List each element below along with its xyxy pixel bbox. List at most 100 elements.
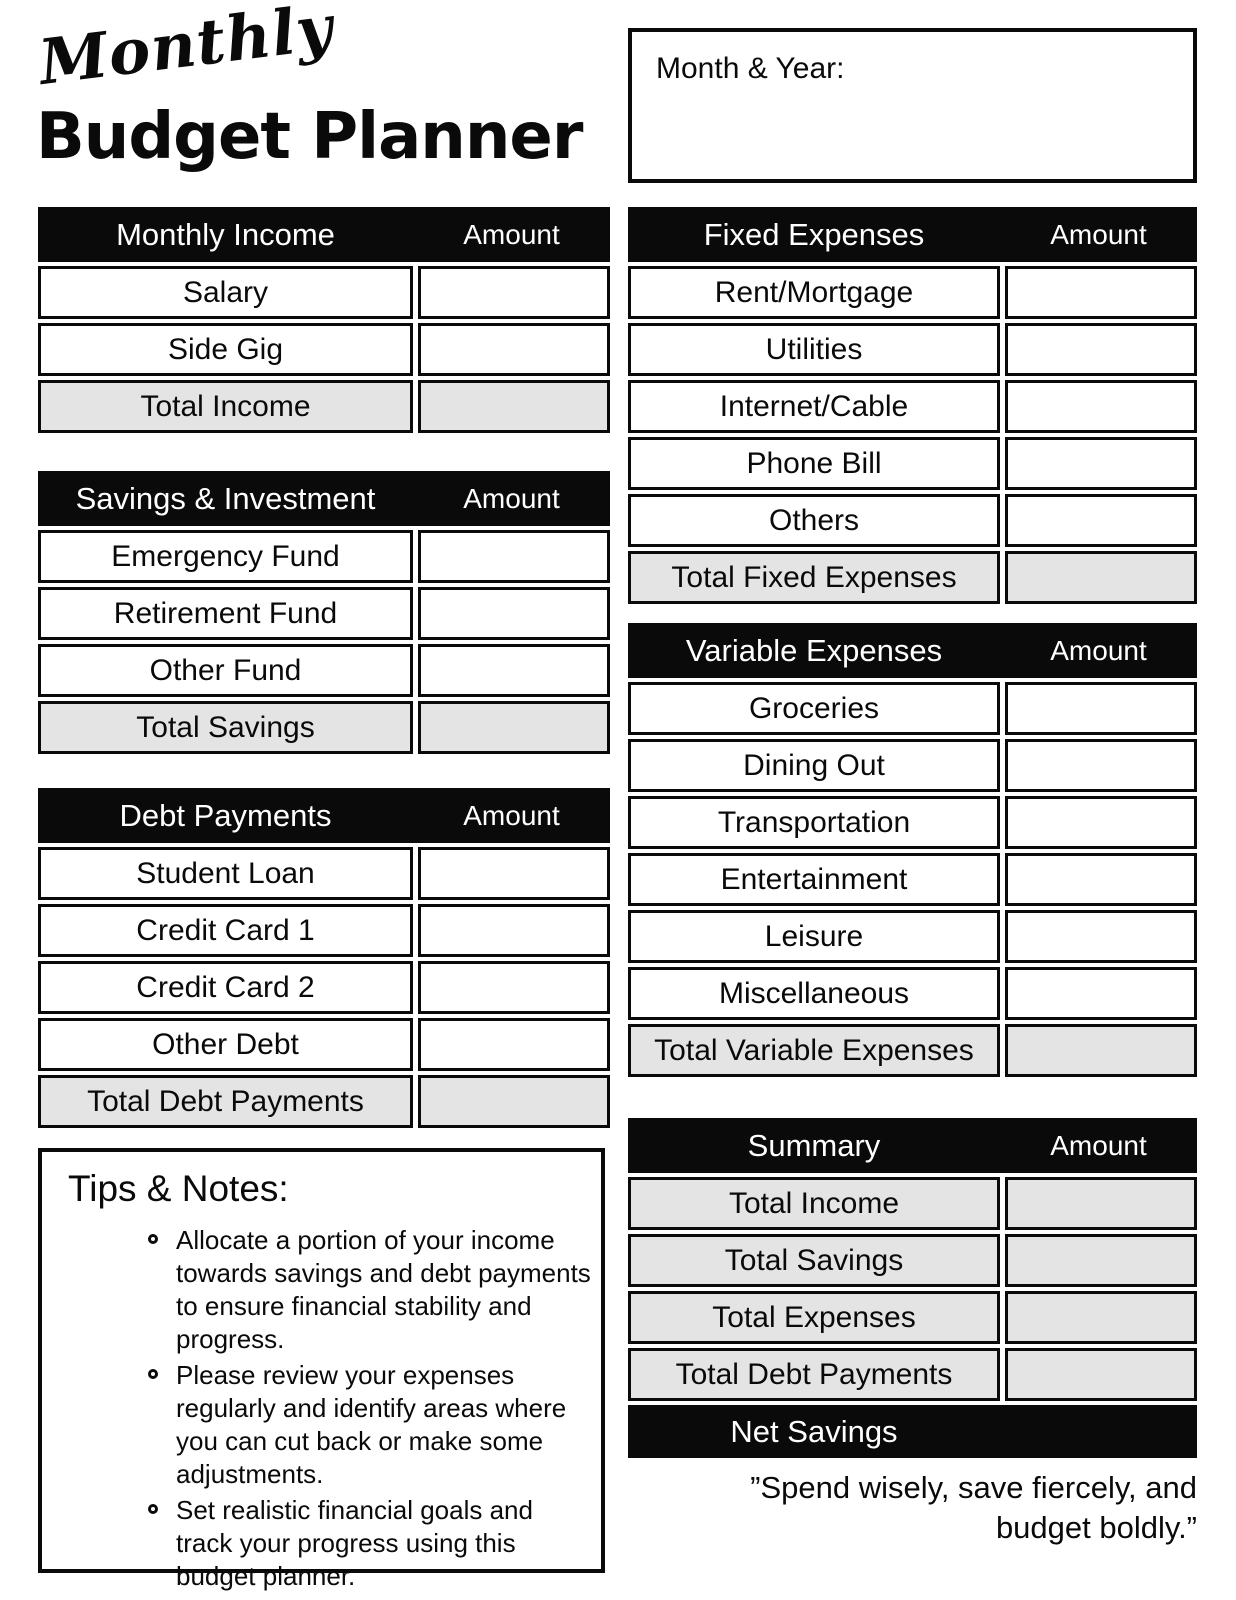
row-label-total-savings: Total Savings <box>38 701 413 754</box>
row-label-total-variable-expenses: Total Variable Expenses <box>628 1024 1000 1077</box>
row-label-emergency-fund: Emergency Fund <box>38 530 413 583</box>
table-row-total: Total Savings <box>38 701 610 754</box>
month-year-label: Month & Year: <box>656 52 845 85</box>
table-row: Others <box>628 494 1197 547</box>
table-row: Retirement Fund <box>38 587 610 640</box>
amount-cell[interactable] <box>1005 494 1197 547</box>
amount-cell[interactable] <box>418 380 610 433</box>
amount-cell[interactable] <box>418 1018 610 1071</box>
bullet-circle-icon <box>148 1234 158 1244</box>
amount-cell[interactable] <box>1005 266 1197 319</box>
table-row-total: Total Debt Payments <box>628 1348 1197 1401</box>
table-row: Leisure <box>628 910 1197 963</box>
table-row: Other Fund <box>38 644 610 697</box>
amount-cell[interactable] <box>1005 739 1197 792</box>
table-row: Other Debt <box>38 1018 610 1071</box>
amount-cell[interactable] <box>418 1075 610 1128</box>
table-row-total: Total Variable Expenses <box>628 1024 1197 1077</box>
row-label-total-income: Total Income <box>38 380 413 433</box>
row-label-credit-card-1: Credit Card 1 <box>38 904 413 957</box>
fixed-expenses-table: Fixed Expenses Amount Rent/Mortgage Util… <box>628 207 1197 604</box>
amount-header: Amount <box>1050 1129 1147 1161</box>
table-row: Side Gig <box>38 323 610 376</box>
amount-cell[interactable] <box>1005 437 1197 490</box>
amount-cell[interactable] <box>1005 323 1197 376</box>
amount-cell[interactable] <box>418 644 610 697</box>
amount-cell[interactable] <box>418 701 610 754</box>
tips-notes-box: Tips & Notes: Allocate a portion of your… <box>38 1148 605 1591</box>
month-year-box[interactable]: Month & Year: <box>628 28 1197 183</box>
monthly-income-table: Monthly Income Amount Salary Side Gig To… <box>38 207 610 433</box>
row-label-utilities: Utilities <box>628 323 1000 376</box>
row-label-total-debt-payments: Total Debt Payments <box>38 1075 413 1128</box>
quote-text: ”Spend wisely, save fiercely, and budget… <box>750 1470 1197 1545</box>
amount-cell[interactable] <box>418 266 610 319</box>
amount-header: Amount <box>463 482 560 514</box>
table-row: Salary <box>38 266 610 319</box>
row-label-dining-out: Dining Out <box>628 739 1000 792</box>
table-row: Phone Bill <box>628 437 1197 490</box>
row-label-entertainment: Entertainment <box>628 853 1000 906</box>
table-title: Fixed Expenses <box>703 216 925 252</box>
amount-cell[interactable] <box>418 323 610 376</box>
amount-cell[interactable] <box>1005 1348 1197 1401</box>
tips-list-item: Please review your expenses regularly an… <box>148 1359 591 1491</box>
row-label-student-loan: Student Loan <box>38 847 413 900</box>
row-label-side-gig: Side Gig <box>38 323 413 376</box>
tip-text: Set realistic financial goals and track … <box>176 1495 533 1591</box>
table-row: Miscellaneous <box>628 967 1197 1020</box>
row-label-rent-mortgage: Rent/Mortgage <box>628 266 1000 319</box>
amount-cell[interactable] <box>418 847 610 900</box>
title-script-monthly: Monthly <box>35 0 338 100</box>
amount-cell[interactable] <box>1005 380 1197 433</box>
row-label-others: Others <box>628 494 1000 547</box>
table-row: Groceries <box>628 682 1197 735</box>
tips-list-item: Set realistic financial goals and track … <box>148 1494 591 1593</box>
row-label-summary-total-savings: Total Savings <box>628 1234 1000 1287</box>
amount-cell[interactable] <box>1005 551 1197 604</box>
net-savings-label: Net Savings <box>730 1413 898 1449</box>
amount-cell[interactable] <box>418 530 610 583</box>
table-row-total: Total Income <box>38 380 610 433</box>
tips-list: Allocate a portion of your income toward… <box>42 1224 601 1593</box>
amount-cell[interactable] <box>1005 1024 1197 1077</box>
table-title: Debt Payments <box>119 797 332 833</box>
savings-header: Savings & Investment Amount <box>38 471 610 526</box>
tips-notes-title: Tips & Notes: <box>68 1168 289 1209</box>
table-title: Summary <box>747 1127 881 1163</box>
page-title: Budget Planner <box>36 100 583 174</box>
amount-cell[interactable] <box>1005 1291 1197 1344</box>
tips-list-item: Allocate a portion of your income toward… <box>148 1224 591 1356</box>
variable-expenses-table: Variable Expenses Amount Groceries Dinin… <box>628 623 1197 1077</box>
table-row: Credit Card 1 <box>38 904 610 957</box>
row-label-summary-total-income: Total Income <box>628 1177 1000 1230</box>
net-savings-row: Net Savings <box>628 1405 1197 1458</box>
amount-cell[interactable] <box>1005 910 1197 963</box>
amount-cell[interactable] <box>1005 967 1197 1020</box>
table-row: Student Loan <box>38 847 610 900</box>
amount-header: Amount <box>463 218 560 250</box>
table-row-total: Total Fixed Expenses <box>628 551 1197 604</box>
bullet-circle-icon <box>148 1369 158 1379</box>
fixed-header: Fixed Expenses Amount <box>628 207 1197 262</box>
variable-header: Variable Expenses Amount <box>628 623 1197 678</box>
amount-cell[interactable] <box>1005 1177 1197 1230</box>
table-row: Emergency Fund <box>38 530 610 583</box>
row-label-phone-bill: Phone Bill <box>628 437 1000 490</box>
row-label-credit-card-2: Credit Card 2 <box>38 961 413 1014</box>
amount-cell[interactable] <box>1005 853 1197 906</box>
summary-table: Summary Amount Total Income Total Saving… <box>628 1118 1197 1458</box>
amount-cell[interactable] <box>418 904 610 957</box>
debt-header: Debt Payments Amount <box>38 788 610 843</box>
amount-cell[interactable] <box>418 587 610 640</box>
row-label-other-fund: Other Fund <box>38 644 413 697</box>
row-label-summary-total-expenses: Total Expenses <box>628 1291 1000 1344</box>
table-row: Internet/Cable <box>628 380 1197 433</box>
amount-cell[interactable] <box>1005 682 1197 735</box>
amount-cell[interactable] <box>1005 1234 1197 1287</box>
table-row-total: Total Expenses <box>628 1291 1197 1344</box>
amount-cell[interactable] <box>418 961 610 1014</box>
debt-payments-table: Debt Payments Amount Student Loan Credit… <box>38 788 610 1128</box>
amount-cell[interactable] <box>1005 796 1197 849</box>
